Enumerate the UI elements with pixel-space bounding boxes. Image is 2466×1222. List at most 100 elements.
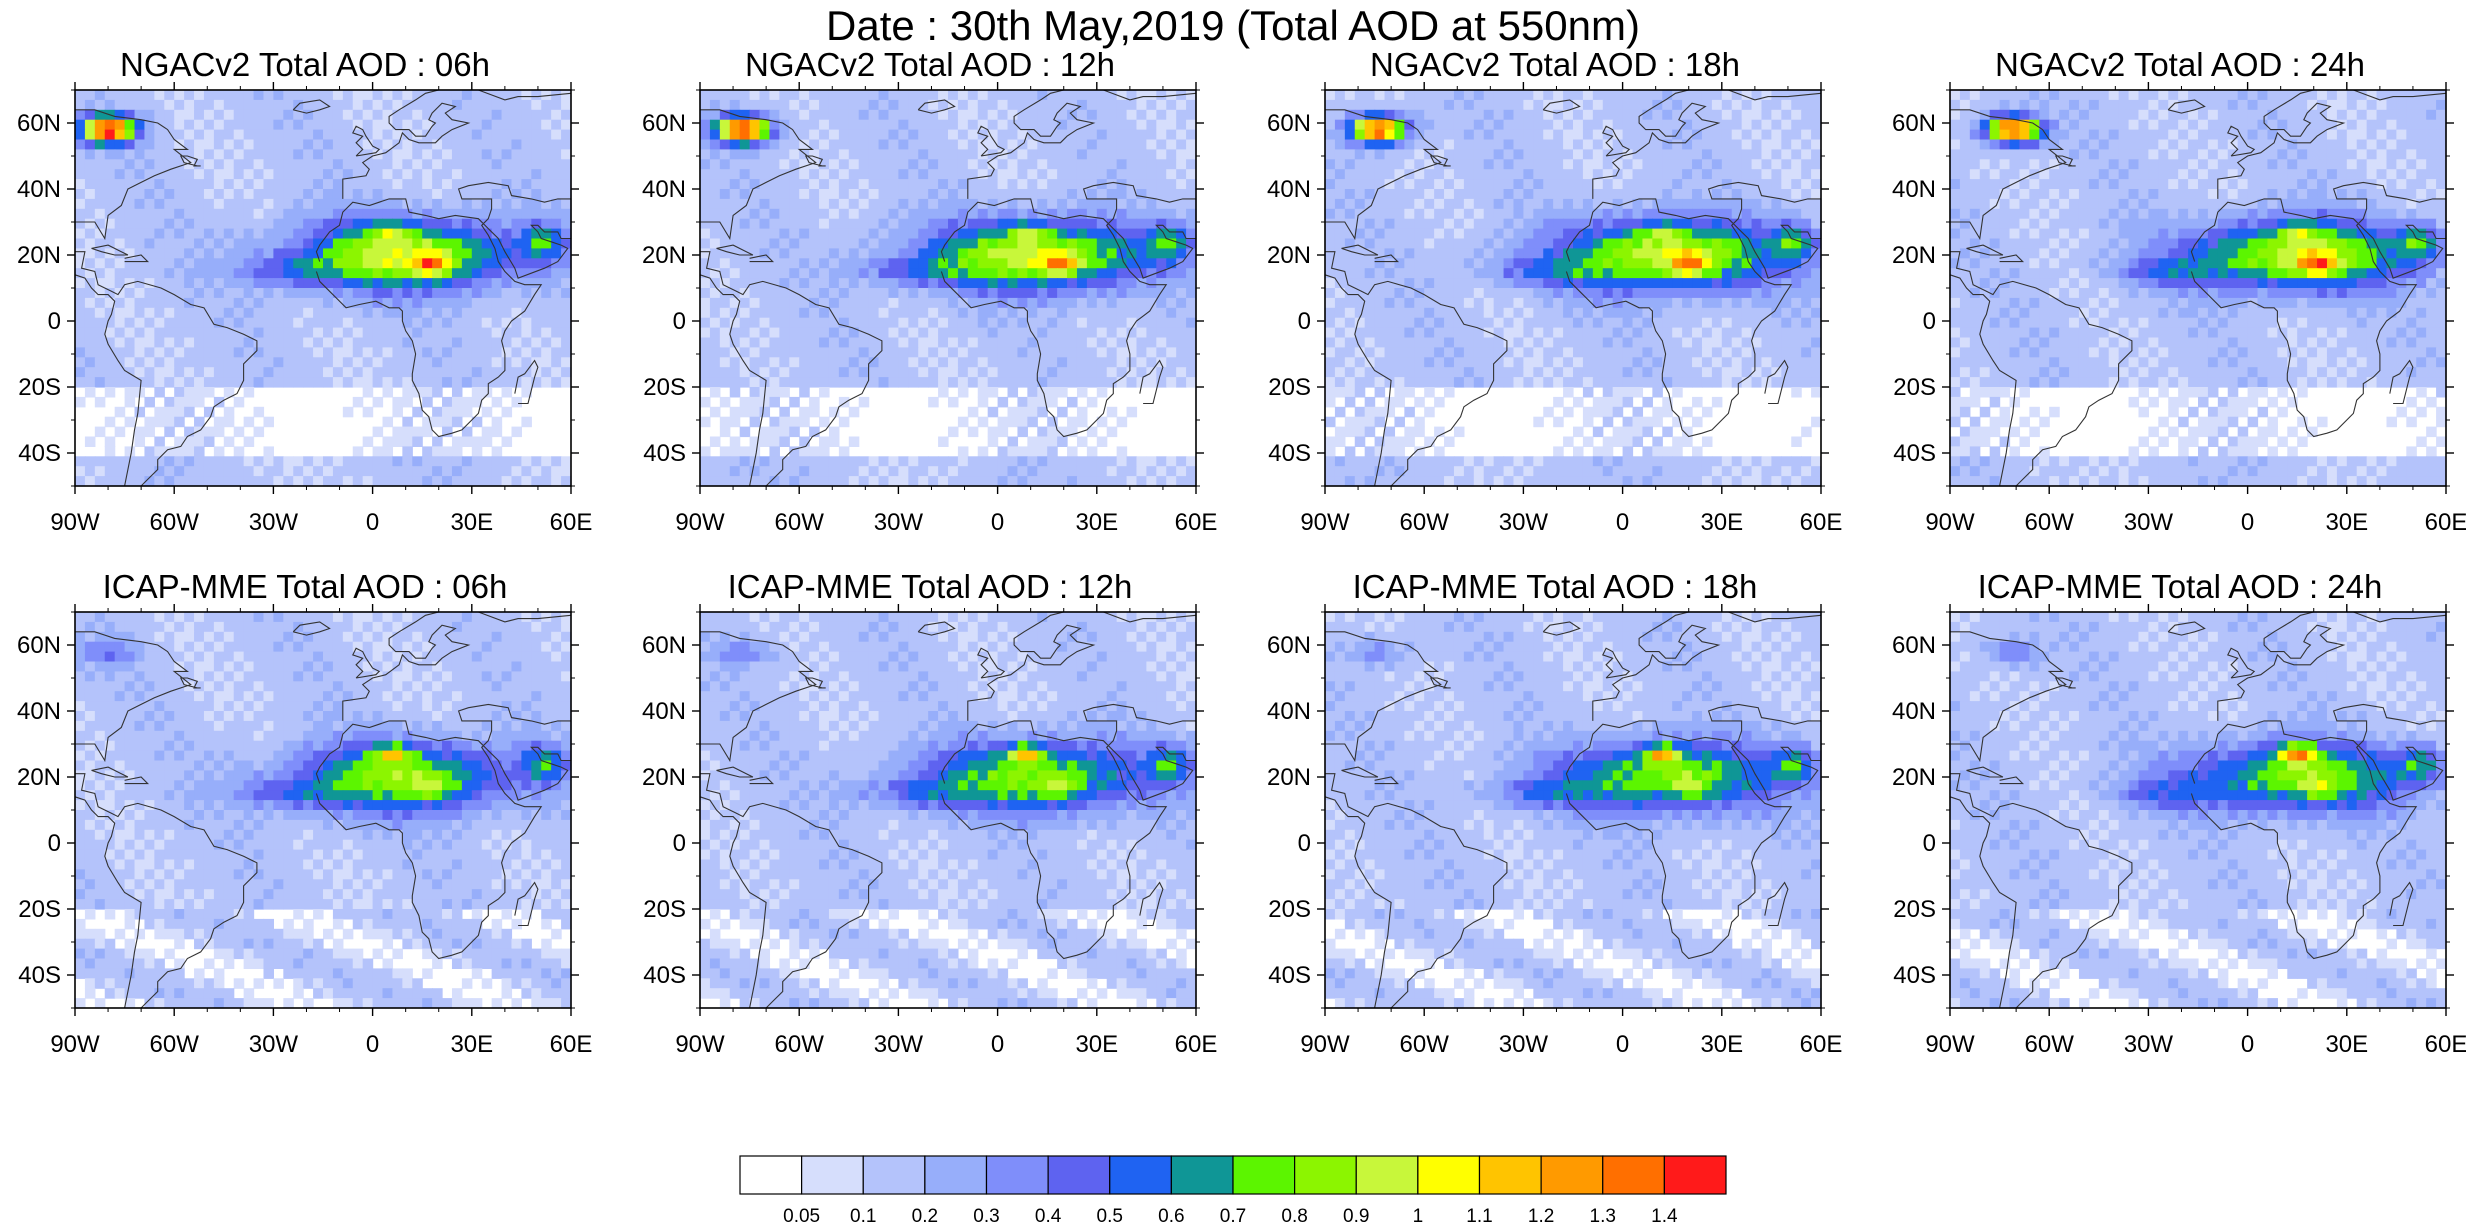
aod-cell xyxy=(789,357,800,368)
aod-cell xyxy=(461,129,473,141)
aod-cell xyxy=(868,466,880,477)
aod-cell xyxy=(1751,198,1763,210)
aod-cell xyxy=(1007,436,1019,447)
aod-cell xyxy=(213,208,225,220)
aod-cell xyxy=(104,347,116,358)
aod-cell xyxy=(1791,159,1802,170)
aod-cell xyxy=(511,327,522,339)
aod-cell xyxy=(1444,139,1455,150)
aod-cell xyxy=(759,406,771,418)
aod-cell xyxy=(888,119,899,131)
aod-cell xyxy=(174,208,185,220)
aod-cell xyxy=(521,179,532,190)
aod-cell xyxy=(1116,466,1128,477)
aod-cell xyxy=(928,189,939,200)
aod-cell xyxy=(451,228,463,240)
aod-cell xyxy=(1444,159,1455,170)
aod-cell xyxy=(104,446,116,457)
aod-cell xyxy=(1483,139,1495,150)
aod-cell xyxy=(1642,139,1653,150)
aod-cell xyxy=(1692,278,1703,289)
aod-cell xyxy=(104,387,116,398)
aod-cell xyxy=(273,109,284,121)
aod-cell xyxy=(124,297,136,309)
aod-cell xyxy=(789,99,800,111)
aod-cell xyxy=(809,367,820,378)
aod-cell xyxy=(521,337,532,348)
aod-cell xyxy=(432,139,443,150)
aod-cell xyxy=(1473,307,1485,319)
aod-cell xyxy=(223,109,235,121)
aod-cell xyxy=(1662,258,1673,269)
aod-cell xyxy=(313,228,324,240)
aod-cell xyxy=(1057,119,1068,131)
aod-cell xyxy=(1612,198,1624,210)
aod-cell xyxy=(144,357,155,368)
aod-cell xyxy=(779,436,790,447)
aod-cell xyxy=(213,377,225,388)
aod-cell xyxy=(253,317,265,329)
aod-cell xyxy=(888,476,899,487)
aod-cell xyxy=(739,90,751,101)
aod-cell xyxy=(858,99,870,111)
aod-cell xyxy=(263,109,274,121)
aod-cell xyxy=(709,179,721,190)
aod-cell xyxy=(194,90,205,101)
aod-cell xyxy=(1057,327,1068,339)
aod-cell xyxy=(1424,129,1435,141)
aod-cell xyxy=(332,198,344,210)
aod-cell xyxy=(263,258,274,269)
aod-cell xyxy=(749,149,761,160)
aod-cell xyxy=(1801,248,1812,259)
aod-cell xyxy=(868,248,880,259)
aod-cell xyxy=(352,189,364,200)
aod-cell xyxy=(293,248,304,259)
aod-cell xyxy=(868,149,880,160)
aod-cell xyxy=(1672,99,1683,111)
aod-cell xyxy=(1632,268,1644,279)
aod-cell xyxy=(1622,327,1634,339)
aod-cell xyxy=(293,149,304,160)
aod-cell xyxy=(1037,337,1048,348)
aod-cell xyxy=(709,258,721,269)
aod-cell xyxy=(1404,317,1415,329)
aod-cell xyxy=(957,208,969,220)
aod-cell xyxy=(481,377,493,388)
aod-cell xyxy=(928,198,939,210)
aod-cell xyxy=(1384,129,1396,141)
aod-cell xyxy=(967,248,979,259)
aod-cell xyxy=(511,357,522,368)
aod-cell xyxy=(144,109,155,121)
aod-cell xyxy=(154,456,165,467)
aod-cell xyxy=(1106,327,1118,339)
aod-cell xyxy=(1394,228,1405,240)
aod-cell xyxy=(709,387,721,398)
aod-cell xyxy=(1612,258,1624,269)
aod-cell xyxy=(1156,218,1167,230)
aod-cell xyxy=(263,238,274,249)
aod-cell xyxy=(194,129,205,141)
aod-cell xyxy=(313,159,324,170)
aod-cell xyxy=(938,327,949,339)
aod-cell xyxy=(1344,238,1356,249)
aod-cell xyxy=(977,228,989,240)
aod-cell xyxy=(1612,109,1624,121)
aod-cell xyxy=(184,189,195,200)
aod-cell xyxy=(948,189,959,200)
aod-cell xyxy=(1414,288,1425,299)
aod-cell xyxy=(878,129,890,141)
aod-cell xyxy=(1434,238,1445,249)
aod-cell xyxy=(987,466,999,477)
aod-cell xyxy=(253,377,265,388)
aod-cell xyxy=(174,248,185,259)
aod-cell xyxy=(1483,238,1495,249)
aod-cell xyxy=(918,218,929,230)
aod-cell xyxy=(402,238,413,249)
aod-cell xyxy=(868,337,880,348)
aod-cell xyxy=(501,169,513,180)
aod-cell xyxy=(1553,228,1564,240)
aod-cell xyxy=(144,149,155,160)
aod-cell xyxy=(1334,159,1346,170)
aod-cell xyxy=(422,238,433,249)
aod-cell xyxy=(1632,317,1644,329)
